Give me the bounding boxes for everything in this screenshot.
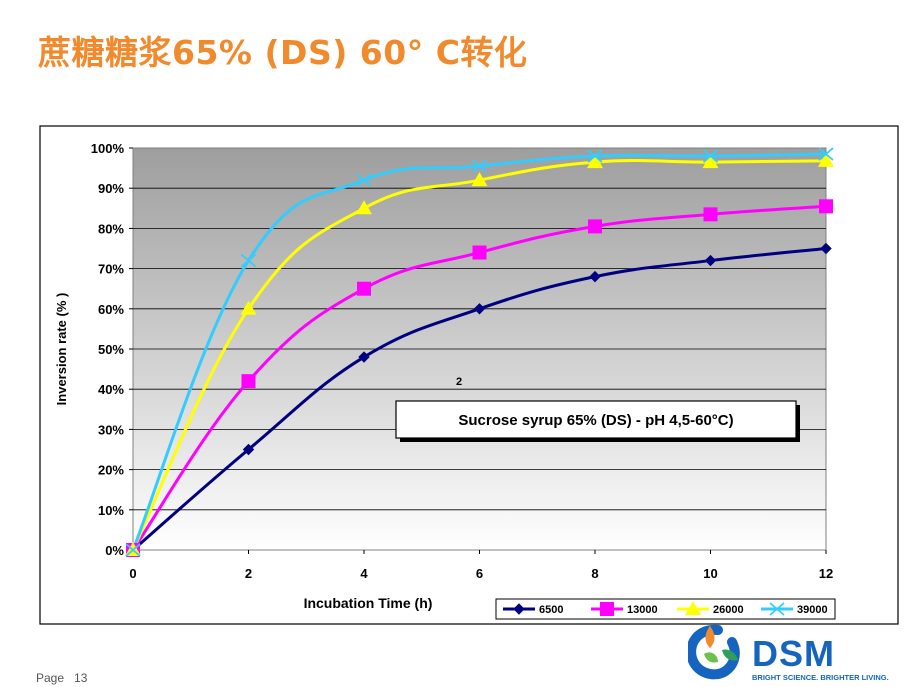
data-point-6500	[589, 270, 601, 283]
y-tick-label: 20%	[98, 463, 124, 478]
data-point-39000	[818, 147, 834, 161]
data-point-26000	[471, 172, 488, 187]
x-tick-label: 2	[245, 566, 252, 581]
x-tick-label: 0	[129, 566, 136, 581]
grid-lines	[133, 187, 826, 511]
annotation-text: Sucrose syrup 65% (DS) - pH 4,5-60°C)	[458, 412, 733, 429]
data-point-6500	[820, 242, 832, 255]
data-point-39000	[240, 253, 257, 268]
legend-label-13000: 13000	[627, 604, 658, 616]
legend-marker-6500	[513, 603, 525, 615]
x-tick-label: 6	[476, 566, 483, 581]
x-axis-label: Incubation Time (h)	[304, 595, 433, 611]
data-point-39000	[356, 173, 372, 187]
stray-label: 2	[456, 376, 462, 388]
data-point-26000	[356, 200, 372, 215]
data-point-13000	[588, 219, 602, 234]
slide-title: 蔗糖糖浆65% (DS) 60° C转化	[38, 33, 528, 72]
marker-stroke	[125, 543, 141, 557]
y-tick-label: 60%	[98, 302, 124, 317]
data-point-6500	[473, 303, 486, 315]
x-tick-label: 12	[819, 566, 833, 581]
data-point-26000	[587, 154, 603, 169]
page-label: Page	[36, 671, 65, 685]
y-tick-label: 80%	[98, 221, 124, 236]
data-point-13000	[357, 281, 371, 296]
marker-stroke	[702, 149, 719, 163]
legend: 6500 13000 26000 39000	[495, 598, 836, 620]
page-footer: Page 13	[36, 671, 87, 685]
y-axis-label: Inversion rate (% )	[54, 293, 69, 406]
x-tick-label: 8	[591, 566, 598, 581]
data-point-39000	[587, 149, 603, 163]
y-tick-label: 0%	[105, 543, 124, 558]
data-point-26000	[240, 300, 257, 315]
y-tick-label: 100%	[91, 141, 125, 156]
data-point-6500	[704, 254, 717, 267]
marker-stroke	[471, 159, 488, 173]
page-number: 13	[74, 671, 88, 685]
data-point-26000	[702, 154, 719, 169]
y-tick-label: 30%	[98, 422, 124, 437]
data-point-26000	[818, 152, 834, 167]
logo-name: DSM	[752, 633, 835, 674]
y-tick-label: 40%	[98, 382, 124, 397]
data-point-13000	[703, 207, 718, 222]
legend-marker-13000	[600, 602, 614, 616]
legend-label-39000: 39000	[797, 604, 828, 616]
legend-marker-26000	[685, 601, 701, 615]
annotation-box: Sucrose syrup 65% (DS) - pH 4,5-60°C)	[395, 400, 800, 442]
legend-marker-39000	[769, 602, 785, 616]
marker-stroke	[818, 147, 834, 161]
legend-label-26000: 26000	[713, 604, 744, 616]
series-markers	[125, 147, 834, 557]
data-point-39000	[471, 159, 488, 173]
data-point-39000	[702, 149, 719, 163]
legend-label-6500: 6500	[539, 604, 563, 616]
dsm-logo-icon	[688, 624, 740, 680]
marker-stroke	[769, 602, 785, 616]
data-point-13000	[472, 245, 487, 260]
data-point-13000	[819, 199, 833, 214]
axis-ticks: 0% 10% 20% 30% 40% 50% 60% 70% 80% 90% 100% 0 2 4 6 8 10…	[91, 141, 833, 581]
y-tick-label: 10%	[98, 503, 124, 518]
x-tick-label: 4	[360, 566, 368, 581]
y-tick-label: 90%	[98, 181, 124, 196]
data-point-6500	[358, 351, 370, 363]
marker-stroke	[240, 253, 257, 268]
x-tick-label: 10	[703, 566, 717, 581]
data-point-39000	[125, 543, 141, 557]
marker-stroke	[587, 149, 603, 163]
data-point-13000	[241, 374, 256, 389]
y-tick-label: 50%	[98, 342, 124, 357]
data-point-6500	[242, 443, 255, 456]
y-tick-label: 70%	[98, 262, 124, 277]
logo-tagline: BRIGHT SCIENCE. BRIGHTER LIVING.	[752, 673, 889, 682]
marker-stroke	[356, 173, 372, 187]
series-line-39000	[131, 152, 827, 551]
